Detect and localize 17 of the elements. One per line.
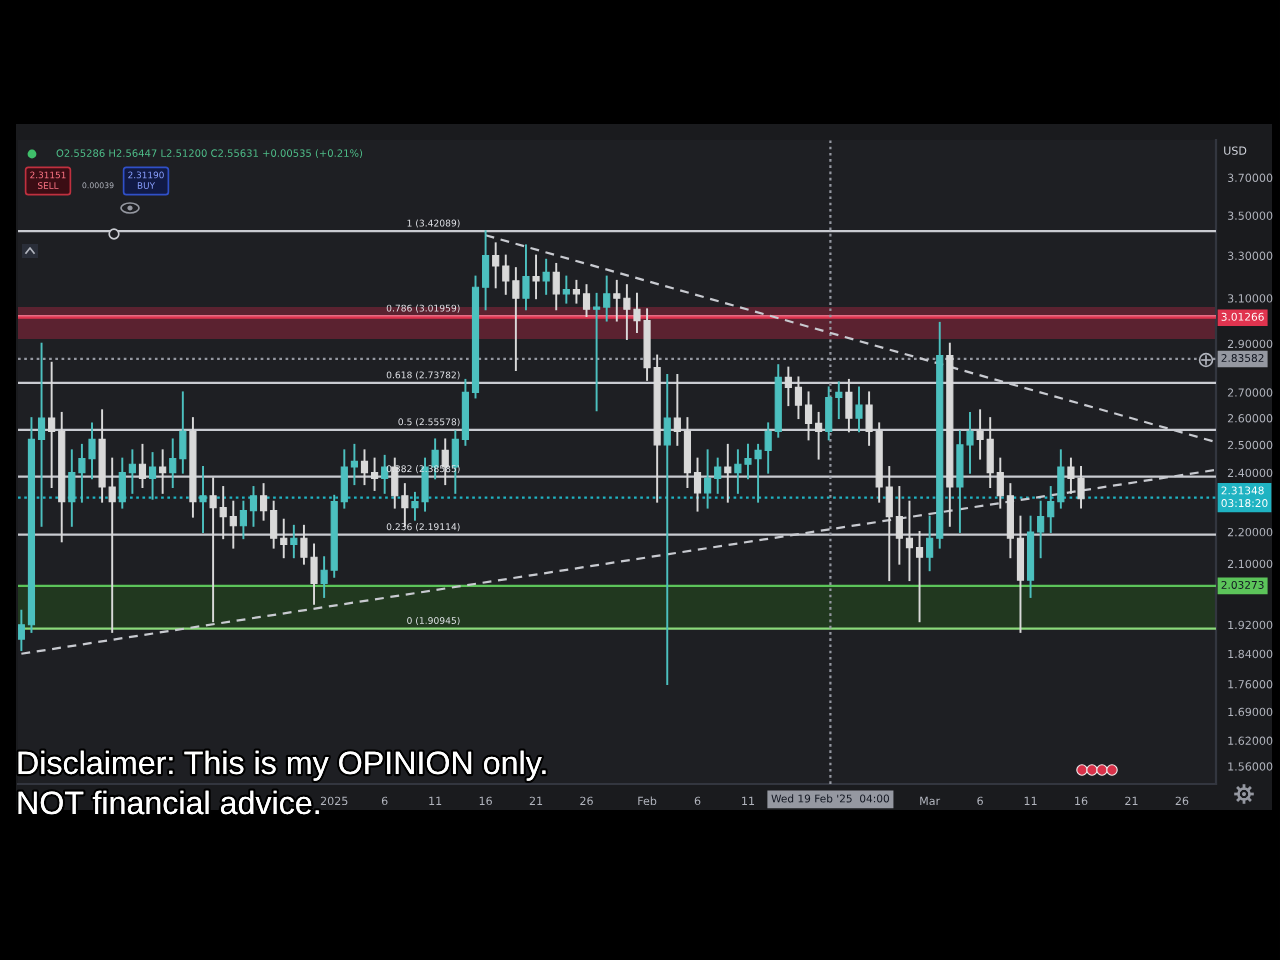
candlestick [381, 454, 389, 494]
candlestick [724, 443, 732, 503]
candlestick [532, 254, 540, 300]
candlestick [138, 443, 147, 488]
text: NOT financial advice. [18, 790, 319, 815]
candlestick [522, 244, 530, 311]
candlestick [159, 449, 167, 494]
candlestick [845, 378, 853, 433]
candlestick [663, 373, 671, 686]
candlestick [148, 452, 157, 500]
annotation: Disclaimer: This is my OPINION only. [18, 750, 546, 781]
candlestick [199, 466, 207, 533]
candlestick [542, 258, 550, 295]
candlestick [855, 386, 863, 433]
candlestick [552, 262, 560, 311]
candlestick [562, 275, 570, 304]
candlestick [290, 524, 298, 559]
